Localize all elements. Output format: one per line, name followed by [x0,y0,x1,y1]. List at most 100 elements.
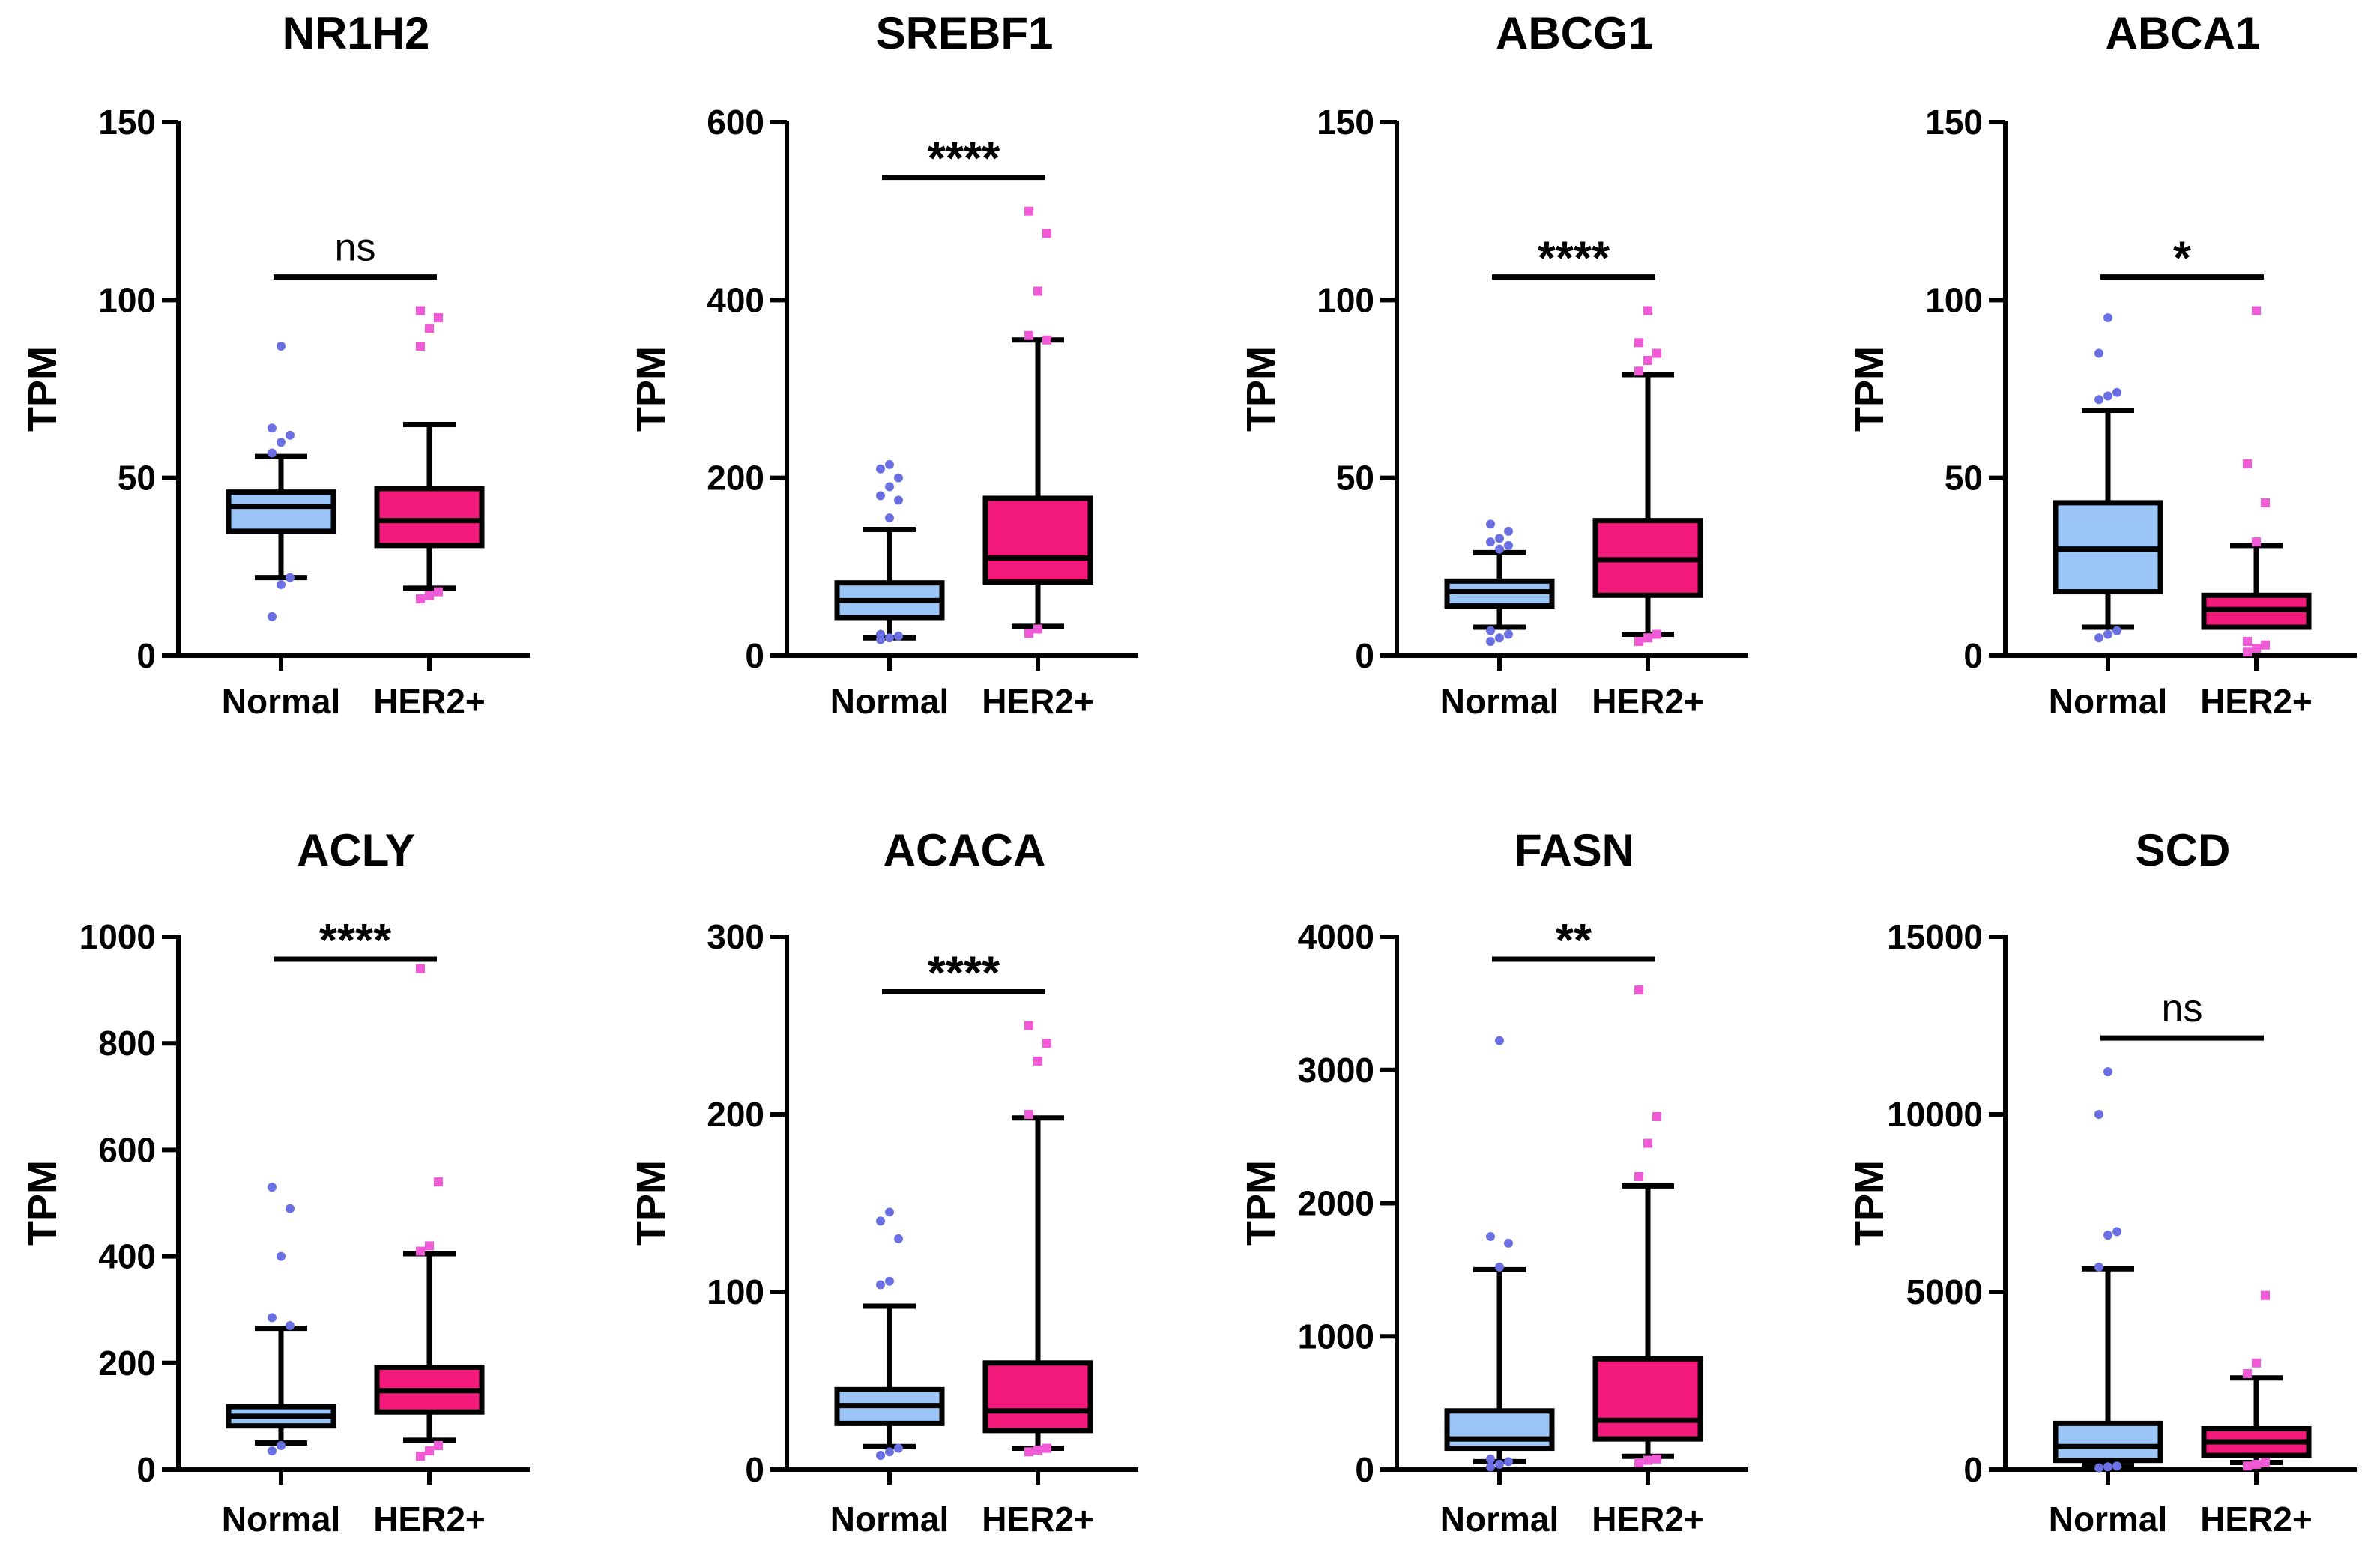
y-axis-label: TPM [1847,346,1892,432]
y-tick-label: 0 [745,1450,764,1489]
box-her2 [1592,985,1703,1468]
outlier-point [1486,626,1495,635]
y-tick-label: 3000 [1298,1051,1374,1090]
y-tick-label: 400 [707,280,764,319]
outlier-point [2094,348,2103,358]
box-her2 [982,1021,1093,1457]
outlier-point [268,1313,277,1323]
y-tick-label: 15000 [1887,917,1983,956]
outlier-point [2243,1461,2252,1471]
panel-title: SREBF1 [876,8,1054,58]
outlier-point [286,1321,295,1331]
panel-title: NR1H2 [283,8,430,58]
y-axis-label: TPM [629,346,674,432]
box-her2 [374,964,485,1461]
y-tick-label: 2000 [1298,1184,1374,1223]
panel-scd: SCD TPM 0 5000 10000 15000 Normal HER2+ ns [1847,825,2357,1539]
outlier-point [1033,1056,1042,1066]
box-normal [834,1207,945,1461]
outlier-point [2243,459,2252,468]
outlier-point [2094,395,2103,405]
outlier-point [1486,537,1495,547]
outlier-point [425,1241,434,1251]
y-axis-label: TPM [20,346,65,432]
outlier-point [1652,348,1661,358]
outlier-point [434,313,443,323]
outlier-point [1643,1138,1652,1148]
outlier-point [425,591,434,600]
y-tick-label: 100 [707,1272,764,1311]
box-iqr [982,495,1093,585]
outlier-point [277,1251,286,1261]
category-label: Normal [222,682,340,721]
box-normal [226,1183,336,1456]
outlier-point [2112,1227,2121,1237]
panel-srebf1: SREBF1 TPM 0 200 400 600 Normal HER2+ **** [629,8,1138,721]
category-label: Normal [222,1500,340,1539]
box-iqr [1592,1356,1703,1442]
outlier-point [434,1441,443,1451]
outlier-point [1634,637,1643,647]
outlier-point [434,1177,443,1187]
outlier-point [277,580,286,590]
box-normal [2053,313,2163,643]
category-label: Normal [1440,682,1559,721]
outlier-point [894,1234,903,1243]
outlier-point [1024,1021,1033,1030]
outlier-point [1033,286,1042,296]
outlier-point [894,473,903,483]
outlier-point [876,1280,885,1290]
outlier-point [2103,1462,2112,1472]
outlier-point [2252,1459,2261,1469]
significance-label: **** [1538,233,1610,285]
outlier-point [1634,338,1643,348]
y-tick-label: 800 [98,1024,156,1063]
outlier-point [2103,313,2112,323]
outlier-point [1634,985,1643,995]
category-label: Normal [1440,1500,1559,1539]
y-axis-label: TPM [1239,1160,1284,1246]
box-her2 [2201,1290,2312,1471]
outlier-point [2261,640,2270,650]
outlier-point [2103,1231,2112,1240]
significance-label: **** [319,915,392,967]
box-iqr [1444,1408,1555,1452]
outlier-point [1652,1111,1661,1121]
category-label: HER2+ [982,1500,1094,1539]
outlier-point [425,324,434,333]
y-tick-label: 0 [136,1450,156,1489]
outlier-point [885,633,894,643]
outlier-point [1652,1454,1661,1464]
outlier-point [876,464,885,474]
outlier-point [277,1441,286,1451]
outlier-point [277,438,286,447]
y-tick-label: 400 [98,1237,156,1276]
significance-label: **** [928,133,1000,185]
outlier-point [1652,629,1661,639]
box-her2 [1592,306,1703,647]
outlier-point [1634,1171,1643,1181]
outlier-point [885,1207,894,1217]
panel-title: SCD [2136,825,2231,875]
outlier-point [1643,1455,1652,1465]
y-tick-label: 0 [1355,1450,1374,1489]
outlier-point [2103,1067,2112,1077]
outlier-point [1024,629,1033,638]
outlier-point [876,1451,885,1461]
y-tick-label: 4000 [1298,917,1374,956]
outlier-point [2243,1369,2252,1379]
y-axis-label: TPM [20,1160,65,1246]
outlier-point [416,1452,425,1461]
panel-fasn: FASN TPM 0 1000 2000 3000 4000 Normal HER2+ ** [1239,825,1748,1539]
outlier-point [876,629,885,639]
outlier-point [2103,391,2112,401]
y-tick-label: 10000 [1887,1095,1983,1134]
y-tick-label: 50 [118,459,156,498]
outlier-point [2094,633,2103,643]
box-normal [1444,1036,1555,1472]
outlier-point [1042,229,1051,238]
y-tick-label: 1000 [1298,1317,1374,1356]
outlier-point [885,459,894,469]
outlier-point [2094,1262,2103,1272]
outlier-point [434,587,443,597]
